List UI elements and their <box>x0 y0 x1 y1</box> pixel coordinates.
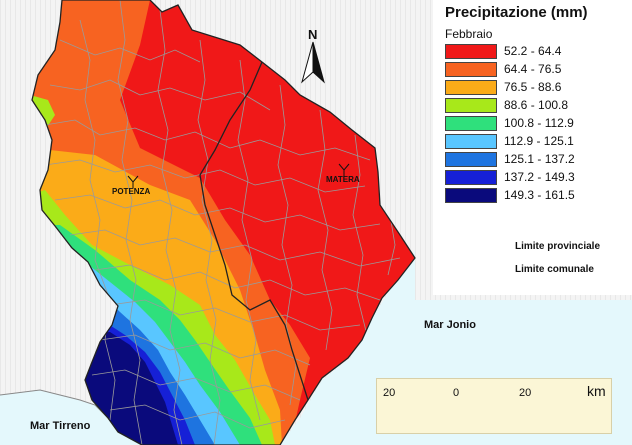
legend-swatch <box>445 133 497 149</box>
mar-jonio-label: Mar Jonio <box>424 319 476 331</box>
municipal-boundary-label: Limite comunale <box>515 264 594 275</box>
legend-range-label: 137.2 - 149.3 <box>504 170 575 184</box>
legend-item: 112.9 - 125.1 <box>445 132 575 150</box>
legend-swatch <box>445 151 497 167</box>
legend-range-label: 112.9 - 125.1 <box>504 134 574 148</box>
legend-range-label: 125.1 - 137.2 <box>504 152 575 166</box>
legend-swatch <box>445 169 497 185</box>
scale-tick-zero: 0 <box>453 387 460 399</box>
legend-swatch <box>445 61 497 77</box>
legend-month: Febbraio <box>445 27 493 41</box>
legend-item: 76.5 - 88.6 <box>445 78 575 96</box>
legend-classes: 52.2 - 64.4 64.4 - 76.5 76.5 - 88.6 88.6 - … <box>445 42 575 204</box>
matera-marker <box>338 163 350 176</box>
legend-item: 88.6 - 100.8 <box>445 96 575 114</box>
legend-range-label: 149.3 - 161.5 <box>504 188 575 202</box>
scale-bar: 20 0 20 km <box>376 378 612 434</box>
legend-range-label: 88.6 - 100.8 <box>504 98 569 112</box>
provincial-boundary-label: Limite provinciale <box>515 241 601 252</box>
legend-range-label: 76.5 - 88.6 <box>504 80 562 94</box>
scale-unit: km <box>587 383 606 399</box>
mar-tirreno-label: Mar Tirreno <box>30 420 91 432</box>
legend-swatch <box>445 187 497 203</box>
legend-range-label: 64.4 - 76.5 <box>504 62 562 76</box>
legend-range-label: 100.8 - 112.9 <box>504 116 574 130</box>
legend-swatch <box>445 97 497 113</box>
scale-tick-left: 20 <box>383 387 396 399</box>
legend-item: 52.2 - 64.4 <box>445 42 575 60</box>
north-label: N <box>308 27 318 42</box>
legend-item: 100.8 - 112.9 <box>445 114 575 132</box>
legend-item: 137.2 - 149.3 <box>445 168 575 186</box>
scale-tick-right: 20 <box>519 387 532 399</box>
potenza-label: POTENZA <box>112 187 151 196</box>
legend-item: 149.3 - 161.5 <box>445 186 575 204</box>
sea-tyrrhenian <box>0 390 142 445</box>
matera-label: MATERA <box>326 175 360 184</box>
legend: Precipitazione (mm) Febbraio 52.2 - 64.4… <box>433 0 632 295</box>
legend-swatch <box>445 43 497 59</box>
sea-tyrrhenian-coast <box>0 389 109 419</box>
legend-item: 125.1 - 137.2 <box>445 150 575 168</box>
potenza-marker <box>127 175 139 188</box>
legend-range-label: 52.2 - 64.4 <box>504 44 562 58</box>
legend-item: 64.4 - 76.5 <box>445 60 575 78</box>
north-arrow <box>301 41 325 84</box>
legend-title: Precipitazione (mm) <box>445 4 588 21</box>
boundary-legend: Limite provinciale Limite comunale <box>443 236 632 286</box>
provincial-boundary <box>199 61 309 401</box>
legend-swatch <box>445 115 497 131</box>
legend-swatch <box>445 79 497 95</box>
